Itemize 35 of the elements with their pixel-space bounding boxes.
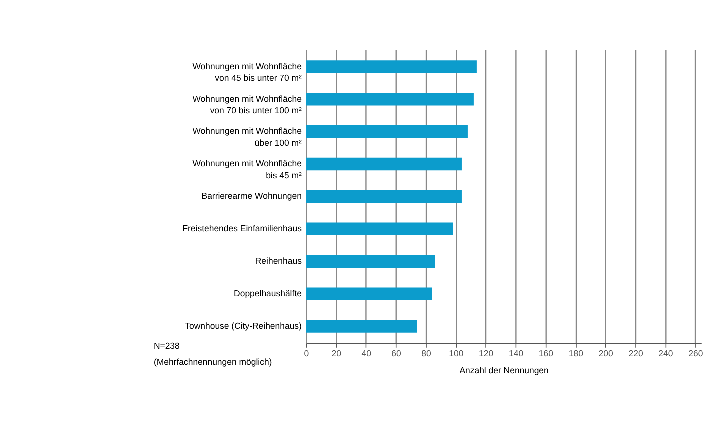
x-tick-label: 220 [628, 348, 644, 359]
bar [306, 125, 468, 138]
x-tick-label: 240 [658, 348, 674, 359]
x-tick-label: 200 [598, 348, 614, 359]
x-tick-label: 20 [332, 348, 342, 359]
x-tick-label: 60 [392, 348, 402, 359]
text: N=238 [154, 341, 180, 352]
text: (Mehrfachnennungen möglich) [154, 356, 272, 367]
bar [306, 190, 462, 204]
x-tick-label: 40 [362, 348, 372, 359]
bar [306, 158, 462, 171]
bar [306, 93, 474, 106]
bar [306, 255, 436, 268]
x-tick-label: 260 [688, 348, 704, 359]
y-tick-label: Doppelhaushälfte [234, 288, 302, 298]
x-tick-label: 140 [508, 348, 524, 359]
x-tick-label: 160 [538, 348, 554, 359]
y-tick-label: Wohnungen mit Wohnfläche von 70 bis unter 100 m² [192, 94, 302, 116]
y-tick-label: Reihenhaus [255, 256, 303, 266]
x-tick-label: 180 [568, 348, 584, 359]
bar [306, 60, 477, 74]
y-tick-label: Townhouse (City-Reihenhaus) [185, 320, 302, 331]
x-tick-label: 100 [449, 348, 464, 359]
y-tick-label: Barrierearme Wohnungen [202, 191, 302, 202]
x-tick-label: 120 [479, 348, 494, 359]
x-axis-title: Anzahl der Nennungen [460, 365, 550, 376]
y-tick-label: Wohnungen mit Wohnfläche über 100 m² [192, 126, 302, 148]
y-tick-label: Wohnungen mit Wohnfläche von 45 bis unter 70 m² [192, 61, 302, 84]
bar [306, 320, 418, 333]
x-tick-label: 80 [422, 348, 432, 359]
y-tick-label: Freistehendes Einfamilienhaus [182, 224, 303, 234]
y-tick-label: Wohnungen mit Wohnfläche bis 45 m² [192, 158, 302, 181]
bar [306, 222, 453, 236]
bar [306, 288, 432, 300]
x-tick-label: 0 [304, 348, 310, 359]
